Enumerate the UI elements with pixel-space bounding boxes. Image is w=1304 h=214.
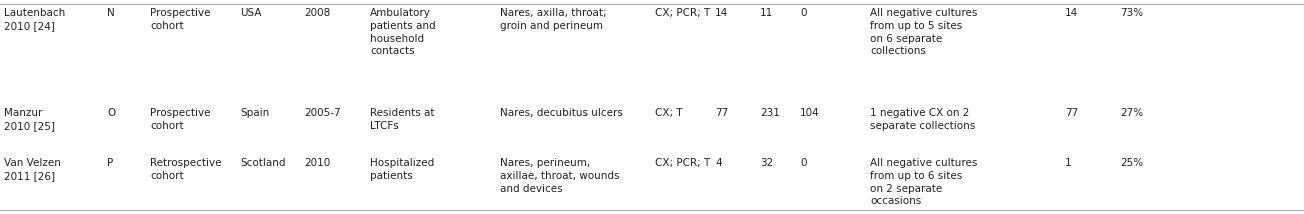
Text: 14: 14 <box>715 8 728 18</box>
Text: Hospitalized
patients: Hospitalized patients <box>370 158 434 181</box>
Text: Prospective
cohort: Prospective cohort <box>150 8 210 31</box>
Text: P: P <box>107 158 113 168</box>
Text: Retrospective
cohort: Retrospective cohort <box>150 158 222 181</box>
Text: All negative cultures
from up to 5 sites
on 6 separate
collections: All negative cultures from up to 5 sites… <box>870 8 978 56</box>
Text: 0: 0 <box>799 158 806 168</box>
Text: Lautenbach
2010 [24]: Lautenbach 2010 [24] <box>4 8 65 31</box>
Text: N: N <box>107 8 115 18</box>
Text: Nares, axilla, throat;
groin and perineum: Nares, axilla, throat; groin and perineu… <box>499 8 606 31</box>
Text: Prospective
cohort: Prospective cohort <box>150 108 210 131</box>
Text: 231: 231 <box>760 108 780 118</box>
Text: 32: 32 <box>760 158 773 168</box>
Text: 14: 14 <box>1065 8 1078 18</box>
Text: All negative cultures
from up to 6 sites
on 2 separate
occasions: All negative cultures from up to 6 sites… <box>870 158 978 206</box>
Text: Van Velzen
2011 [26]: Van Velzen 2011 [26] <box>4 158 61 181</box>
Text: 0: 0 <box>799 8 806 18</box>
Text: Spain: Spain <box>240 108 269 118</box>
Text: 77: 77 <box>715 108 728 118</box>
Text: USA: USA <box>240 8 262 18</box>
Text: 73%: 73% <box>1120 8 1144 18</box>
Text: Nares, perineum,
axillae, throat, wounds
and devices: Nares, perineum, axillae, throat, wounds… <box>499 158 619 194</box>
Text: 27%: 27% <box>1120 108 1144 118</box>
Text: 104: 104 <box>799 108 820 118</box>
Text: 2005-7: 2005-7 <box>304 108 340 118</box>
Text: 1: 1 <box>1065 158 1072 168</box>
Text: Ambulatory
patients and
household
contacts: Ambulatory patients and household contac… <box>370 8 436 56</box>
Text: 1 negative CX on 2
separate collections: 1 negative CX on 2 separate collections <box>870 108 975 131</box>
Text: CX; T: CX; T <box>655 108 682 118</box>
Text: 11: 11 <box>760 8 773 18</box>
Text: CX; PCR; T: CX; PCR; T <box>655 158 711 168</box>
Text: CX; PCR; T: CX; PCR; T <box>655 8 711 18</box>
Text: 77: 77 <box>1065 108 1078 118</box>
Text: Scotland: Scotland <box>240 158 286 168</box>
Text: O: O <box>107 108 115 118</box>
Text: Manzur
2010 [25]: Manzur 2010 [25] <box>4 108 55 131</box>
Text: 2008: 2008 <box>304 8 330 18</box>
Text: Nares, decubitus ulcers: Nares, decubitus ulcers <box>499 108 623 118</box>
Text: 2010: 2010 <box>304 158 330 168</box>
Text: Residents at
LTCFs: Residents at LTCFs <box>370 108 434 131</box>
Text: 25%: 25% <box>1120 158 1144 168</box>
Text: 4: 4 <box>715 158 721 168</box>
